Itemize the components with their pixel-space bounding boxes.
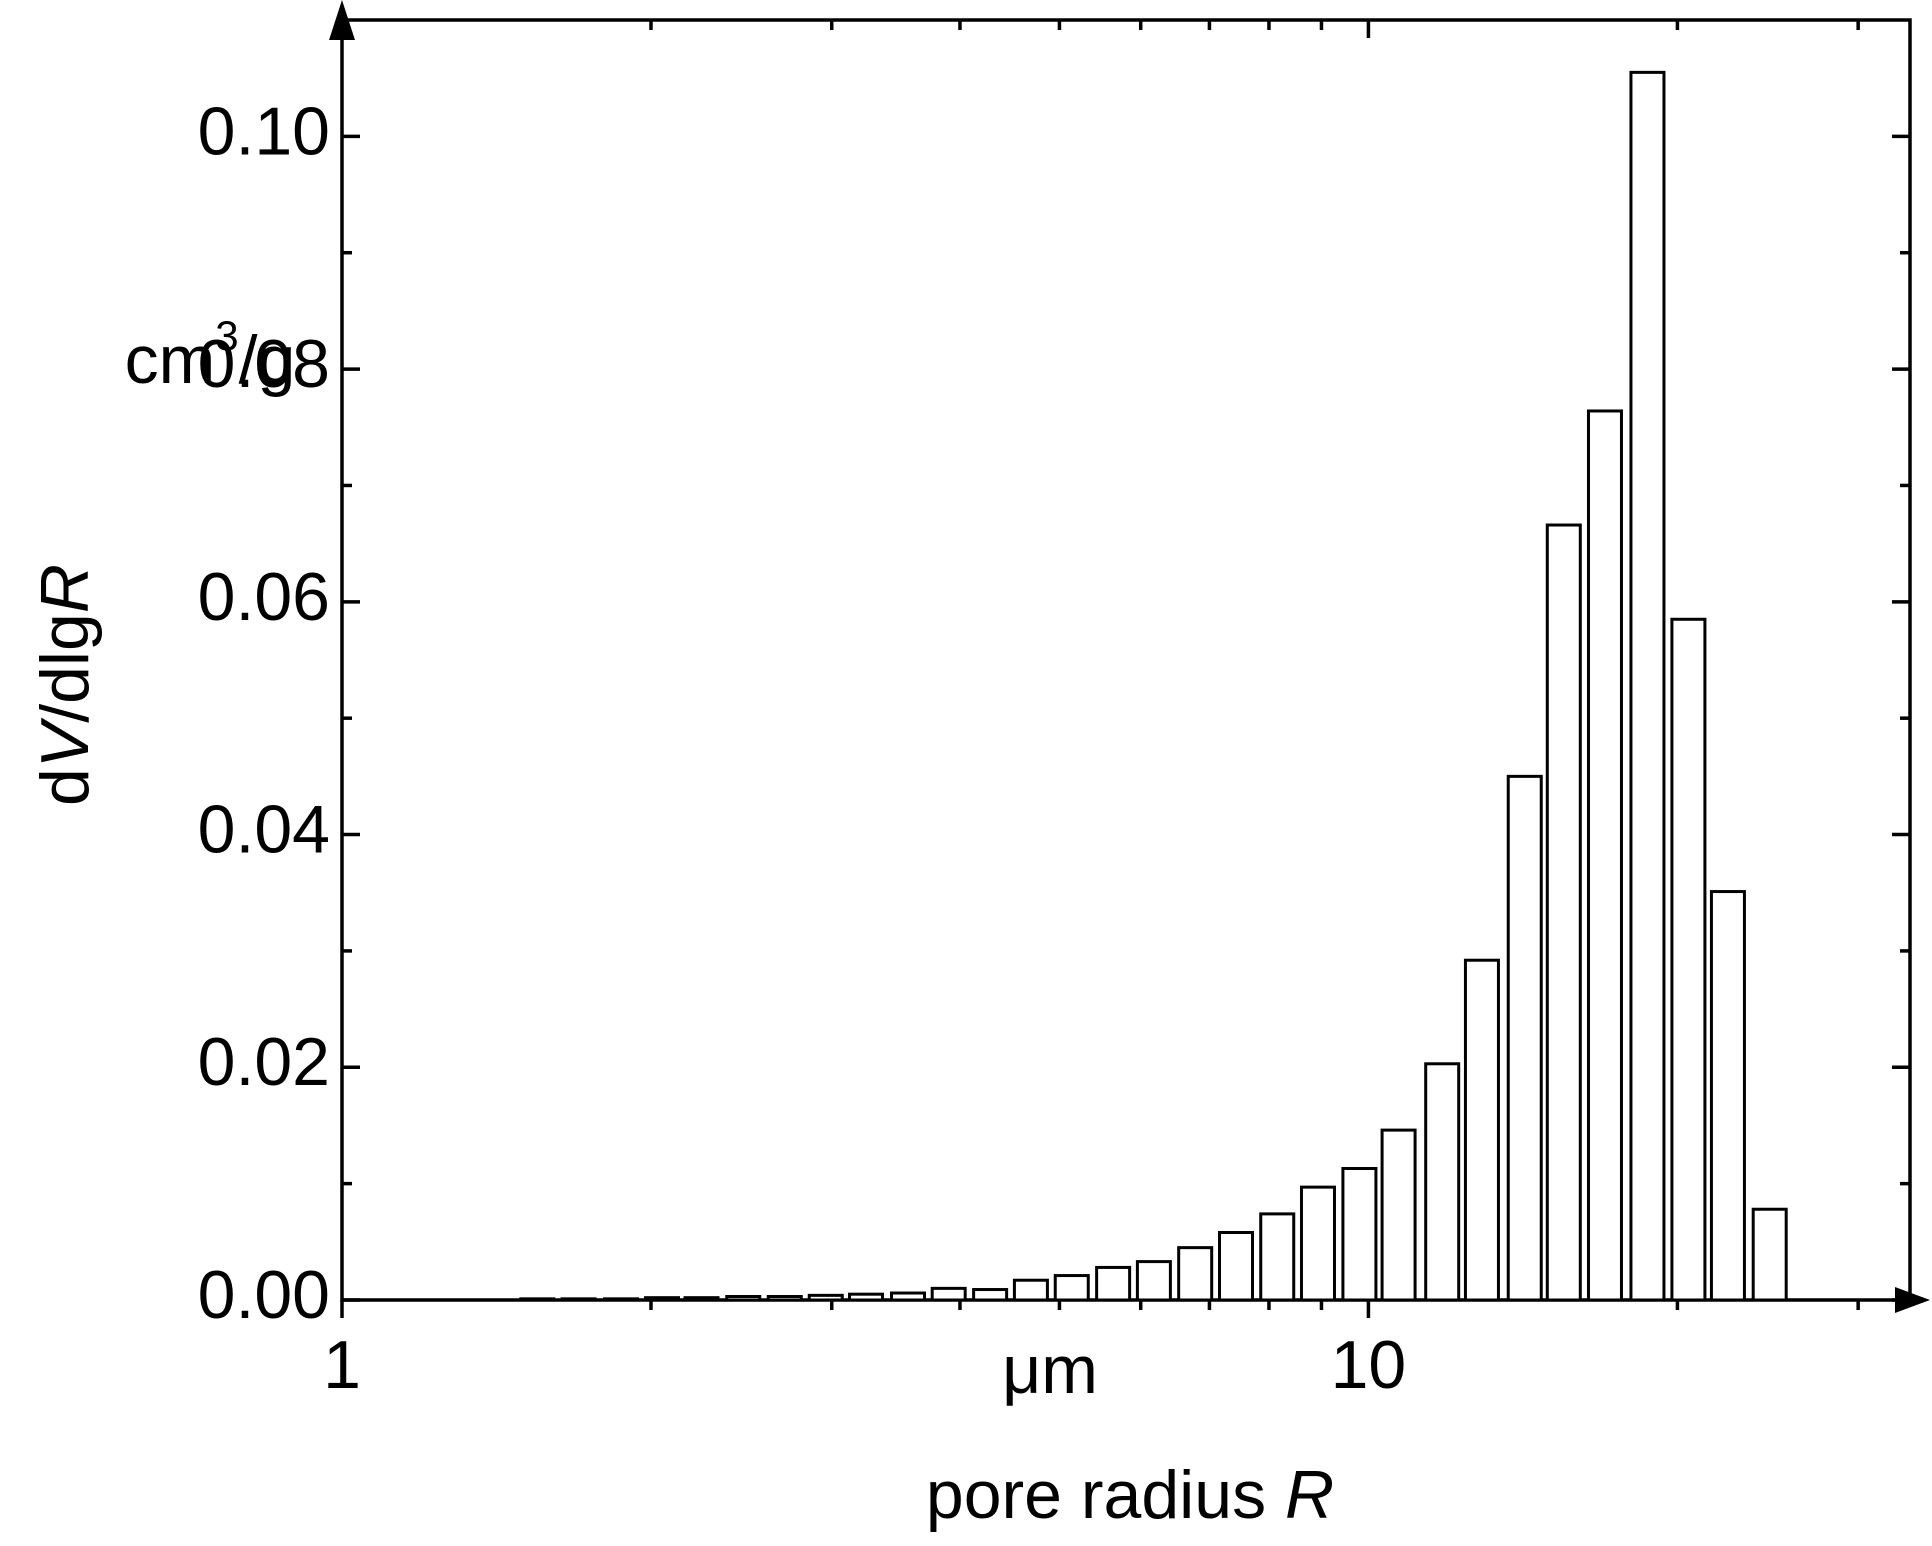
bar bbox=[1709, 890, 1746, 1302]
x-tick-label: 10 bbox=[1331, 1327, 1407, 1403]
bar bbox=[1380, 1128, 1417, 1302]
y-label-part: V bbox=[27, 717, 103, 768]
y-tick-label: 0.04 bbox=[198, 792, 330, 868]
x-label-part: R bbox=[1285, 1457, 1334, 1533]
bar bbox=[1629, 70, 1666, 1302]
bar bbox=[725, 1295, 762, 1302]
y-axis-label: dV/dlgR bbox=[27, 564, 103, 806]
bar bbox=[930, 1286, 967, 1302]
x-label-part: pore radius bbox=[926, 1457, 1285, 1533]
x-tick-label: 1 bbox=[323, 1327, 361, 1403]
bar bbox=[1424, 1062, 1461, 1302]
bar bbox=[1751, 1207, 1788, 1302]
bar bbox=[1506, 774, 1543, 1302]
y-tick-label: 0.06 bbox=[198, 559, 330, 635]
y-label-part: R bbox=[27, 564, 103, 613]
y-unit-part: cm bbox=[125, 322, 216, 398]
bar bbox=[1545, 523, 1582, 1302]
y-label-part: d bbox=[27, 768, 103, 806]
bar bbox=[890, 1291, 927, 1302]
bar bbox=[766, 1295, 803, 1302]
x-unit: μm bbox=[1002, 1332, 1098, 1408]
bar bbox=[1463, 958, 1500, 1302]
y-unit-part: /g bbox=[239, 322, 296, 398]
x-axis-label: pore radius R bbox=[926, 1457, 1334, 1533]
bar bbox=[1218, 1231, 1255, 1302]
y-unit: cm3/g bbox=[125, 312, 296, 398]
bar bbox=[972, 1288, 1009, 1302]
bar bbox=[848, 1292, 885, 1302]
x-arrow bbox=[1895, 1287, 1930, 1313]
y-tick-label: 0.10 bbox=[198, 93, 330, 169]
y-tick-label: 0.00 bbox=[198, 1257, 330, 1333]
y-tick-label: 0.02 bbox=[198, 1024, 330, 1100]
y-tick-label: 0.08 bbox=[198, 326, 330, 402]
bar bbox=[519, 1297, 556, 1302]
y-label-part: /dlg bbox=[27, 613, 103, 723]
bar bbox=[643, 1296, 680, 1302]
bar bbox=[1299, 1185, 1336, 1302]
bar bbox=[603, 1297, 640, 1302]
bar bbox=[560, 1297, 597, 1302]
bar bbox=[1586, 409, 1623, 1302]
bar bbox=[1670, 617, 1707, 1302]
bar bbox=[1135, 1260, 1172, 1302]
bar bbox=[1012, 1278, 1049, 1302]
bar bbox=[807, 1293, 844, 1302]
bar bbox=[1177, 1246, 1214, 1302]
y-unit-part: 3 bbox=[215, 312, 238, 359]
bar bbox=[683, 1296, 720, 1302]
bar bbox=[1341, 1167, 1378, 1302]
bar bbox=[1095, 1265, 1132, 1302]
bar bbox=[1053, 1274, 1090, 1302]
bar bbox=[1259, 1212, 1296, 1302]
